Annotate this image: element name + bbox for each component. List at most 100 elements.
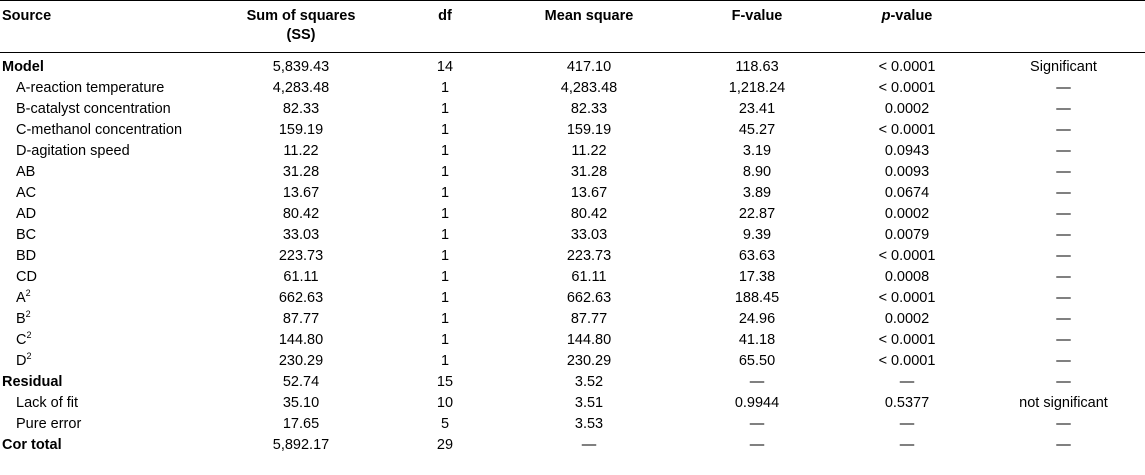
header-p-value: p-value bbox=[832, 0, 982, 53]
cell-df: 14 bbox=[436, 59, 454, 75]
cell-mean-square: 230.29 bbox=[566, 353, 612, 369]
cell-f-value: 23.41 bbox=[738, 101, 776, 117]
cell-ss: 4,283.48 bbox=[272, 80, 330, 96]
cell-p-value: < 0.0001 bbox=[878, 332, 936, 348]
cell-source: Lack of fit bbox=[0, 393, 208, 414]
cell-remark: — bbox=[1056, 374, 1071, 390]
cell-remark: — bbox=[1056, 185, 1071, 201]
cell-remark: — bbox=[1056, 311, 1071, 327]
cell-df: 5 bbox=[440, 416, 450, 432]
table-row: Lack of fit 35.10 10 3.51 0.9944 0.5377 not si… bbox=[0, 393, 1145, 414]
cell-df: 1 bbox=[440, 332, 450, 348]
cell-mean-square: 662.63 bbox=[566, 290, 612, 306]
cell-p-value: 0.0002 bbox=[884, 311, 930, 327]
cell-remark: Significant bbox=[1030, 59, 1097, 75]
cell-source: D-agitation speed bbox=[0, 141, 208, 162]
cell-df: 1 bbox=[440, 80, 450, 96]
cell-ss: 17.65 bbox=[282, 416, 320, 432]
cell-df: 29 bbox=[436, 437, 454, 453]
cell-p-value: 0.0674 bbox=[884, 185, 930, 201]
header-sum-of-squares: Sum of squares (SS) bbox=[208, 0, 394, 53]
cell-remark: — bbox=[1056, 80, 1071, 96]
table-body: Model 5,839.43 14 417.10 118.63 < 0.0001 Signi… bbox=[0, 53, 1145, 457]
cell-f-value: 65.50 bbox=[738, 353, 776, 369]
header-remark bbox=[982, 0, 1145, 53]
header-p-italic: p bbox=[881, 8, 891, 24]
cell-ss: 80.42 bbox=[282, 206, 320, 222]
cell-ss: 11.22 bbox=[283, 143, 319, 159]
table-row: D2 230.29 1 230.29 65.50 < 0.0001 — bbox=[0, 351, 1145, 372]
table-row: Model 5,839.43 14 417.10 118.63 < 0.0001 Signi… bbox=[0, 53, 1145, 79]
cell-df: 15 bbox=[436, 374, 454, 390]
cell-p-value: 0.0002 bbox=[884, 206, 930, 222]
cell-remark: — bbox=[1056, 416, 1071, 432]
cell-f-value: 118.63 bbox=[735, 59, 779, 75]
cell-p-value: — bbox=[899, 374, 915, 390]
source-superscript: 2 bbox=[26, 330, 32, 341]
cell-ss: 61.11 bbox=[283, 269, 319, 285]
cell-remark: not significant bbox=[1019, 395, 1108, 411]
table-row: Cor total 5,892.17 29 — — — — bbox=[0, 435, 1145, 456]
cell-ss: 82.33 bbox=[282, 101, 320, 117]
cell-ss: 230.29 bbox=[278, 353, 324, 369]
source-label: Lack of fit bbox=[16, 395, 79, 411]
cell-mean-square: 417.10 bbox=[566, 59, 612, 75]
header-mean-square: Mean square bbox=[496, 0, 682, 53]
cell-ss: 52.74 bbox=[282, 374, 320, 390]
cell-f-value: 41.18 bbox=[738, 332, 776, 348]
cell-p-value: < 0.0001 bbox=[878, 248, 936, 264]
cell-ss: 35.10 bbox=[282, 395, 320, 411]
cell-p-value: 0.5377 bbox=[884, 395, 930, 411]
cell-p-value: < 0.0001 bbox=[878, 59, 936, 75]
cell-df: 1 bbox=[440, 164, 450, 180]
cell-p-value: 0.0943 bbox=[884, 143, 930, 159]
cell-df: 10 bbox=[436, 395, 454, 411]
cell-p-value: 0.0079 bbox=[884, 227, 930, 243]
cell-source: Model bbox=[0, 53, 208, 79]
cell-p-value: — bbox=[899, 437, 915, 453]
cell-f-value: 24.96 bbox=[738, 311, 776, 327]
header-row: Source Sum of squares (SS) df Mean squar… bbox=[0, 0, 1145, 53]
cell-source: Cor total bbox=[0, 435, 208, 456]
table-row: A2 662.63 1 662.63 188.45 < 0.0001 — bbox=[0, 288, 1145, 309]
table-row: C2 144.80 1 144.80 41.18 < 0.0001 — bbox=[0, 330, 1145, 351]
table-row: B2 87.77 1 87.77 24.96 0.0002 — bbox=[0, 309, 1145, 330]
source-label: Residual bbox=[2, 374, 63, 390]
header-source: Source bbox=[0, 0, 208, 53]
cell-remark: — bbox=[1056, 227, 1071, 243]
source-label: AB bbox=[16, 164, 36, 180]
cell-remark: — bbox=[1056, 332, 1071, 348]
header-df: df bbox=[394, 0, 496, 53]
cell-mean-square: 159.19 bbox=[566, 122, 612, 138]
source-label: A bbox=[16, 290, 26, 306]
table-row: AC 13.67 1 13.67 3.89 0.0674 — bbox=[0, 183, 1145, 204]
cell-ss: 5,892.17 bbox=[272, 437, 330, 453]
table-row: B-catalyst concentration 82.33 1 82.33 23.41… bbox=[0, 99, 1145, 120]
cell-source: B2 bbox=[0, 309, 208, 330]
cell-df: 1 bbox=[440, 353, 450, 369]
cell-p-value: — bbox=[899, 416, 915, 432]
cell-source: C-methanol concentration bbox=[0, 120, 208, 141]
cell-mean-square: 80.42 bbox=[570, 206, 608, 222]
cell-ss: 662.63 bbox=[278, 290, 324, 306]
source-label: CD bbox=[16, 269, 37, 285]
source-label: D-agitation speed bbox=[16, 143, 130, 159]
cell-remark: — bbox=[1056, 206, 1071, 222]
header-ss-line1: Sum of squares bbox=[246, 8, 356, 24]
cell-f-value: 17.38 bbox=[738, 269, 776, 285]
cell-source: AB bbox=[0, 162, 208, 183]
cell-f-value: 45.27 bbox=[738, 122, 776, 138]
cell-ss: 5,839.43 bbox=[272, 59, 330, 75]
cell-f-value: 3.89 bbox=[742, 185, 772, 201]
table-row: BC 33.03 1 33.03 9.39 0.0079 — bbox=[0, 225, 1145, 246]
cell-ss: 13.67 bbox=[282, 185, 320, 201]
cell-mean-square: 33.03 bbox=[570, 227, 608, 243]
cell-ss: 31.28 bbox=[282, 164, 320, 180]
table-row: CD 61.11 1 61.11 17.38 0.0008 — bbox=[0, 267, 1145, 288]
cell-remark: — bbox=[1056, 437, 1071, 453]
cell-remark: — bbox=[1056, 269, 1071, 285]
cell-p-value: 0.0008 bbox=[884, 269, 930, 285]
source-label: AC bbox=[16, 185, 37, 201]
cell-mean-square: 4,283.48 bbox=[560, 80, 618, 96]
cell-df: 1 bbox=[440, 101, 450, 117]
